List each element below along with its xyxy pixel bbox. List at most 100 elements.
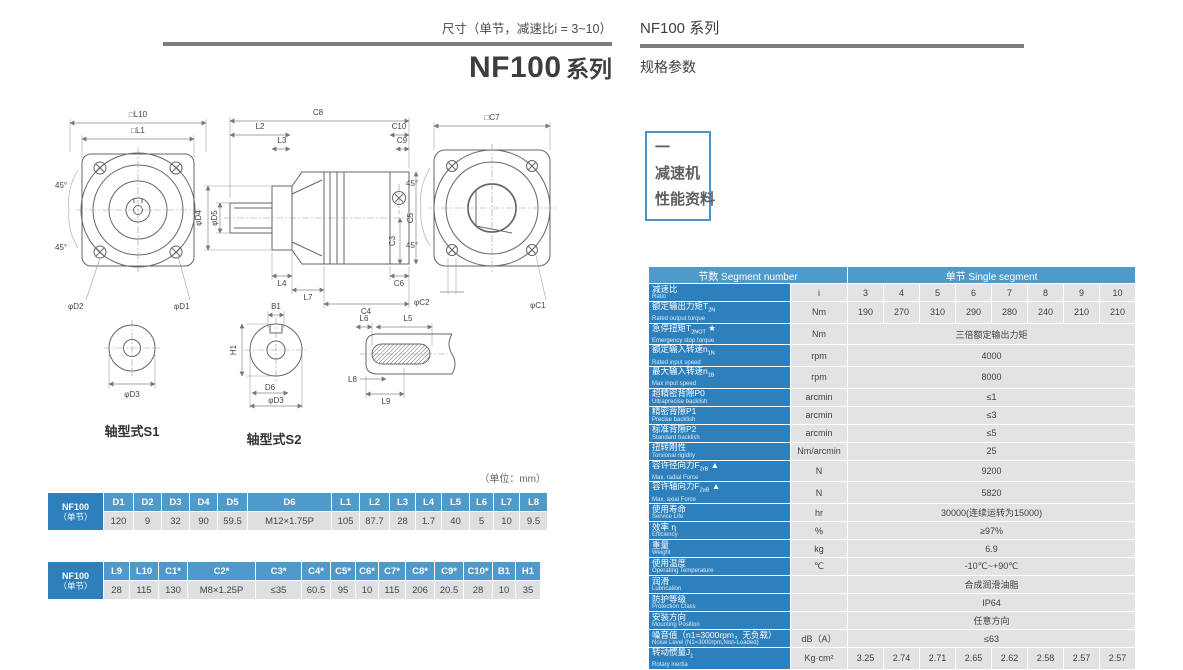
spec-row-label: 最大输入转速n1B Max input speed: [648, 366, 791, 389]
dim-column-header: C8*: [405, 561, 435, 581]
spec-label-cn: 扭转刚性: [652, 442, 687, 453]
spec-row-label: 安装方向 Mounting Position: [648, 611, 791, 631]
dim-value-row: 28 115 130 M8×1.25P ≤35 60.5 95 10 115 206 20.5 28 1…: [48, 580, 541, 600]
dim-column-header: L8: [519, 492, 548, 512]
spec-row: 急停扭矩T2NOT ★ Emergency stop torque Nm 三倍额定输…: [648, 322, 1137, 346]
spec-value-cell: 4000: [846, 344, 1137, 368]
dim-column-header: L1: [331, 492, 360, 512]
dim-column-header: C6*: [355, 561, 379, 581]
spec-label-cn: 超精密背隙P0: [652, 388, 705, 399]
dim-label-d6: D6: [265, 383, 276, 392]
dim-column-header: D3: [161, 492, 190, 512]
spec-value-cell: 2.57: [1098, 647, 1137, 670]
dimension-note: 尺寸（单节，减速比i = 3~10）: [441, 22, 612, 36]
spec-row-label: 噪音值（n1=3000rpm，无负载） Noise Level (N1=3000r…: [648, 629, 791, 649]
dim-label-c5: C5: [406, 212, 415, 223]
dim-value-cell: M12×1.75P: [247, 511, 332, 531]
dim-value-cell: 35: [515, 580, 541, 600]
spec-label-en: Max input speed: [652, 381, 697, 388]
dim-value-cell: 130: [158, 580, 188, 600]
dim-column-header: H1: [515, 561, 541, 581]
spec-label-cn: 急停扭矩T2NOT ★: [652, 323, 716, 336]
spec-row: 容许轴向力F2aB ▲ Max. axial Force N 5820: [648, 481, 1137, 505]
spec-value-cell: 2.62: [991, 647, 1028, 670]
spec-row-label: 容许径向力F2rB ▲ Max. radial Force: [648, 459, 791, 483]
dim-column-header: C3*: [255, 561, 302, 581]
spec-row-label: 额定输出力矩T2N Rated output torque: [648, 301, 791, 324]
dim-value-cell: 105: [331, 511, 360, 531]
left-header-rule: [163, 42, 612, 46]
dim-label-l10: □L10: [129, 110, 148, 119]
dim-value-cell: 5: [469, 511, 494, 531]
spec-value-cell: ≤3: [846, 405, 1137, 425]
dim-column-header: D2: [133, 492, 162, 512]
dim-row-header: NF100 （单节）: [47, 561, 104, 600]
dim-column-header: L7: [493, 492, 520, 512]
spec-value-cell: 210: [1063, 301, 1100, 324]
spec-label-en: Ratio: [652, 294, 667, 300]
spec-label-en: Service Life: [652, 514, 684, 521]
dim-value-cell: 1.7: [415, 511, 442, 531]
spec-value-cell: 任意方向: [846, 611, 1137, 631]
spec-row: 效率 η Efficiency % ≥97%: [648, 521, 1137, 541]
spec-value-cell: 25: [846, 441, 1137, 461]
dim-column-header: C4*: [301, 561, 331, 581]
shaft-s2-drawing: B1 H1 D6 φD3: [229, 302, 308, 409]
spec-value-cell: 合成润滑油脂: [846, 575, 1137, 595]
spec-row: 安装方向 Mounting Position 任意方向: [648, 611, 1137, 631]
spec-row: 使用寿命 Service Life hr 30000(连续运转为15000): [648, 503, 1137, 523]
spec-label-en: Rated output torque: [652, 316, 706, 323]
dim-value-cell: 28: [103, 580, 130, 600]
dim-column-header: D1: [103, 492, 134, 512]
spec-label-cn: 重量: [652, 539, 670, 550]
unit-note: （单位：mm）: [479, 474, 546, 485]
spec-row: 防护等级 Protection Class IP64: [648, 593, 1137, 613]
spec-label-cn: 噪音值（n1=3000rpm，无负载）: [652, 629, 777, 640]
spec-unit-cell: N: [790, 459, 848, 483]
dim-value-cell: 90: [189, 511, 218, 531]
spec-label-cn: 容许轴向力F2aB ▲: [652, 481, 721, 495]
dim-column-header: D4: [189, 492, 218, 512]
dim-label-d3: φD3: [124, 390, 140, 399]
dim-value-cell: 59.5: [217, 511, 248, 531]
dim-label-c4: C4: [361, 307, 372, 316]
spec-label-en: Rated input speed: [652, 359, 701, 366]
dim-label-d2: φD2: [68, 302, 84, 311]
dim-label-c2: φC2: [414, 298, 430, 307]
spec-label-en: Torsional rigidity: [652, 452, 696, 459]
spec-table: 节数 Segment number 单节 Single segment 减速比 R…: [648, 266, 1137, 670]
spec-unit-cell: Nm: [790, 322, 848, 346]
spec-value-cell: 310: [919, 301, 956, 324]
spec-label-en: Noise Level (N1=3000rpm,Non-Loaded): [652, 640, 759, 647]
dim-column-header: L2: [359, 492, 390, 512]
spec-row: 最大输入转速n1B Max input speed rpm 8000: [648, 366, 1137, 389]
dim-column-header: L5: [441, 492, 470, 512]
spec-value-cell: 190: [847, 301, 884, 324]
spec-label-en: Operating Temperature: [652, 568, 714, 575]
spec-value-cell: 30000(连续运转为15000): [846, 503, 1137, 523]
spec-value-cell: IP64: [846, 593, 1137, 613]
spec-row-label: 急停扭矩T2NOT ★ Emergency stop torque: [648, 322, 791, 346]
spec-row: 标准背隙P2 Standard backlish arcmin ≤5: [648, 423, 1137, 443]
dim-value-cell: 28: [389, 511, 416, 531]
dim-label-d3: φD3: [268, 396, 284, 405]
spec-value-cell: 4: [883, 283, 920, 302]
spec-row-label: 扭转刚性 Torsional rigidity: [648, 441, 791, 461]
section-view-drawing: C8 L2 L3 C10 C9 φD4 φD5 C3 C5 L4 L7 C6 C…: [194, 108, 419, 316]
spec-unit-cell: N: [790, 481, 848, 505]
dim-column-header: L6: [469, 492, 494, 512]
dim-value-cell: 95: [330, 580, 356, 600]
spec-label-en: Lubrication: [652, 586, 682, 593]
shaft-s2-block: B1 H1 D6 φD3 轴型式S2: [222, 300, 326, 448]
right-series-title: NF100 系列: [640, 20, 720, 37]
spec-row-label: 精密背隙P1 Precise backlish: [648, 405, 791, 425]
dim-value-cell: 28: [463, 580, 493, 600]
spec-value-cell: 3.25: [847, 647, 884, 670]
dim-label-l4: L4: [278, 279, 287, 288]
spec-label-cn: 使用温度: [652, 557, 687, 568]
spec-label-en: Rotary inertia: [652, 662, 688, 669]
dim-value-cell: 10: [492, 580, 516, 600]
spec-row-label: 减速比 Ratio: [648, 283, 791, 302]
spec-value-cell: 8000: [846, 366, 1137, 389]
spec-value-cell: 8: [1027, 283, 1064, 302]
